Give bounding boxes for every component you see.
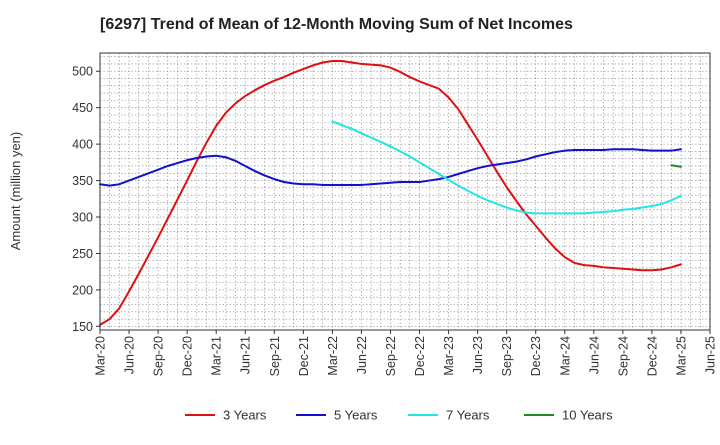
grid-lines <box>100 53 710 330</box>
x-tick-label: Dec-23 <box>529 336 543 376</box>
x-axis: Mar-20 Jun-20 Sep-20 Dec-20 Mar-21 Jun-21 Sep-… <box>94 330 718 376</box>
series-line-7-years <box>331 120 682 215</box>
x-tick-label: Sep-24 <box>616 336 630 376</box>
y-tick-label: 500 <box>72 65 93 79</box>
y-tick-label: 400 <box>72 138 93 152</box>
x-tick-label: Sep-20 <box>152 336 166 376</box>
y-tick-label: 450 <box>72 101 93 115</box>
legend: 3 Years 5 Years 7 Years 10 Years <box>185 408 613 423</box>
chart-title: [6297] Trend of Mean of 12-Month Moving … <box>100 16 573 33</box>
y-tick-label: 150 <box>72 320 93 334</box>
x-tick-label: Dec-21 <box>297 336 311 376</box>
y-axis: 150 200 250 300 350 400 450 500 <box>72 65 100 334</box>
x-tick-label: Jun-22 <box>355 336 369 374</box>
legend-label: 5 Years <box>334 408 378 423</box>
x-tick-label: Mar-20 <box>94 336 108 376</box>
legend-label: 10 Years <box>562 408 613 423</box>
x-tick-label: Dec-20 <box>181 336 195 376</box>
x-tick-label: Jun-20 <box>123 336 137 374</box>
x-tick-label: Mar-25 <box>674 336 688 376</box>
series-line-10-years <box>670 164 682 168</box>
x-tick-label: Jun-24 <box>587 336 601 374</box>
x-tick-label: Jun-23 <box>471 336 485 374</box>
series-line-3-years <box>99 60 682 326</box>
x-tick-label: Mar-22 <box>326 336 340 376</box>
x-tick-label: Mar-23 <box>442 336 456 376</box>
x-tick-label: Mar-24 <box>558 336 572 376</box>
series-line-5-years <box>99 148 682 187</box>
legend-label: 7 Years <box>446 408 490 423</box>
y-tick-label: 300 <box>72 211 93 225</box>
legend-label: 3 Years <box>223 408 267 423</box>
y-tick-label: 350 <box>72 174 93 188</box>
x-tick-label: Sep-21 <box>268 336 282 376</box>
x-tick-label: Jun-25 <box>704 336 718 374</box>
x-tick-label: Sep-22 <box>384 336 398 376</box>
y-tick-label: 200 <box>72 283 93 297</box>
series-lines <box>99 60 682 326</box>
x-tick-label: Sep-23 <box>500 336 514 376</box>
x-tick-label: Dec-24 <box>645 336 659 376</box>
y-tick-label: 250 <box>72 247 93 261</box>
plot-frame <box>99 52 711 331</box>
x-tick-label: Dec-22 <box>413 336 427 376</box>
x-tick-label: Mar-21 <box>210 336 224 376</box>
y-axis-label: Amount (million yen) <box>8 132 23 251</box>
x-tick-label: Jun-21 <box>239 336 253 374</box>
